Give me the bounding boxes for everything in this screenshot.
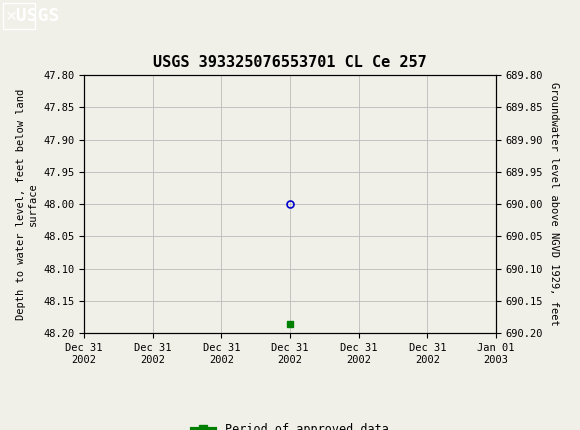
Text: ✕USGS: ✕USGS [6, 7, 60, 25]
Legend: Period of approved data: Period of approved data [187, 418, 393, 430]
Y-axis label: Depth to water level, feet below land
surface: Depth to water level, feet below land su… [16, 89, 38, 320]
Title: USGS 393325076553701 CL Ce 257: USGS 393325076553701 CL Ce 257 [153, 55, 427, 70]
Y-axis label: Groundwater level above NGVD 1929, feet: Groundwater level above NGVD 1929, feet [549, 82, 559, 326]
